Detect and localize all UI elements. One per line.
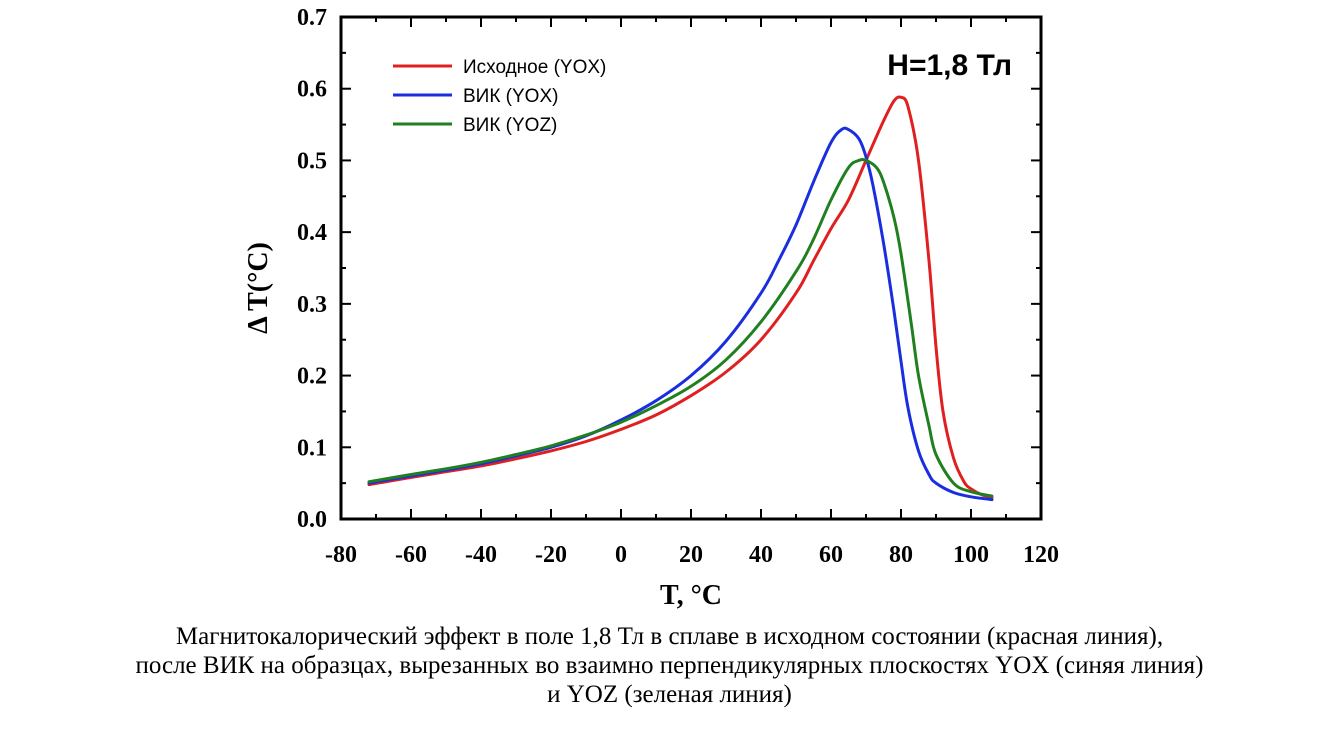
y-axis-title: Δ T(°C) — [243, 242, 274, 334]
x-axis-ticks: -80 -60 -40 -20 0 20 40 60 80 100 120 — [325, 17, 1059, 568]
legend: Исходное (YOX) ВИК (YOX) ВИК (YOZ) — [393, 57, 606, 136]
x-axis-title: T, °C — [660, 580, 722, 611]
y-tick-label: 0.0 — [297, 507, 327, 533]
legend-label-2: ВИК (YOX) — [463, 86, 558, 107]
y-axis-ticks: 0.0 0.1 0.2 0.3 0.4 0.5 0.6 0.7 — [297, 5, 1041, 533]
x-tick-label: -40 — [465, 542, 497, 568]
figure-caption: Магнитокалорический эффект в поле 1,8 Тл… — [0, 622, 1339, 709]
caption-line-1: Магнитокалорический эффект в поле 1,8 Тл… — [175, 623, 1164, 650]
field-annotation: H=1,8 Тл — [887, 49, 1012, 82]
series-line-2 — [367, 126, 994, 502]
y-tick-label: 0.1 — [297, 435, 327, 461]
series-line-3 — [367, 158, 994, 498]
y-tick-label: 0.2 — [297, 364, 327, 390]
y-tick-label: 0.6 — [297, 77, 327, 103]
x-tick-label: 0 — [615, 542, 627, 568]
x-tick-label: 40 — [749, 542, 773, 568]
legend-label-3: ВИК (YOZ) — [463, 115, 557, 136]
y-tick-label: 0.3 — [297, 292, 327, 318]
x-tick-label: 120 — [1023, 542, 1059, 568]
series-lines — [367, 95, 994, 502]
y-tick-label: 0.5 — [297, 148, 327, 174]
x-tick-label: -20 — [535, 542, 567, 568]
caption-line-3: и YOZ (зеленая линия) — [547, 681, 792, 708]
x-tick-label: 60 — [819, 542, 843, 568]
x-tick-label: 100 — [953, 542, 989, 568]
x-tick-label: -80 — [325, 542, 357, 568]
plot-frame — [339, 15, 1043, 521]
chart: -80 -60 -40 -20 0 20 40 60 80 100 120 0.0 0.1 0.2 0.3… — [243, 5, 1059, 611]
x-tick-label: 20 — [679, 542, 703, 568]
x-tick-label: -60 — [395, 542, 427, 568]
caption-line-2: после ВИК на образцах, вырезанных во вза… — [135, 652, 1204, 679]
series-line-1 — [367, 95, 994, 499]
y-tick-label: 0.7 — [297, 5, 327, 31]
x-tick-label: 80 — [889, 542, 913, 568]
legend-label-1: Исходное (YOX) — [463, 57, 606, 78]
y-tick-label: 0.4 — [297, 220, 327, 246]
